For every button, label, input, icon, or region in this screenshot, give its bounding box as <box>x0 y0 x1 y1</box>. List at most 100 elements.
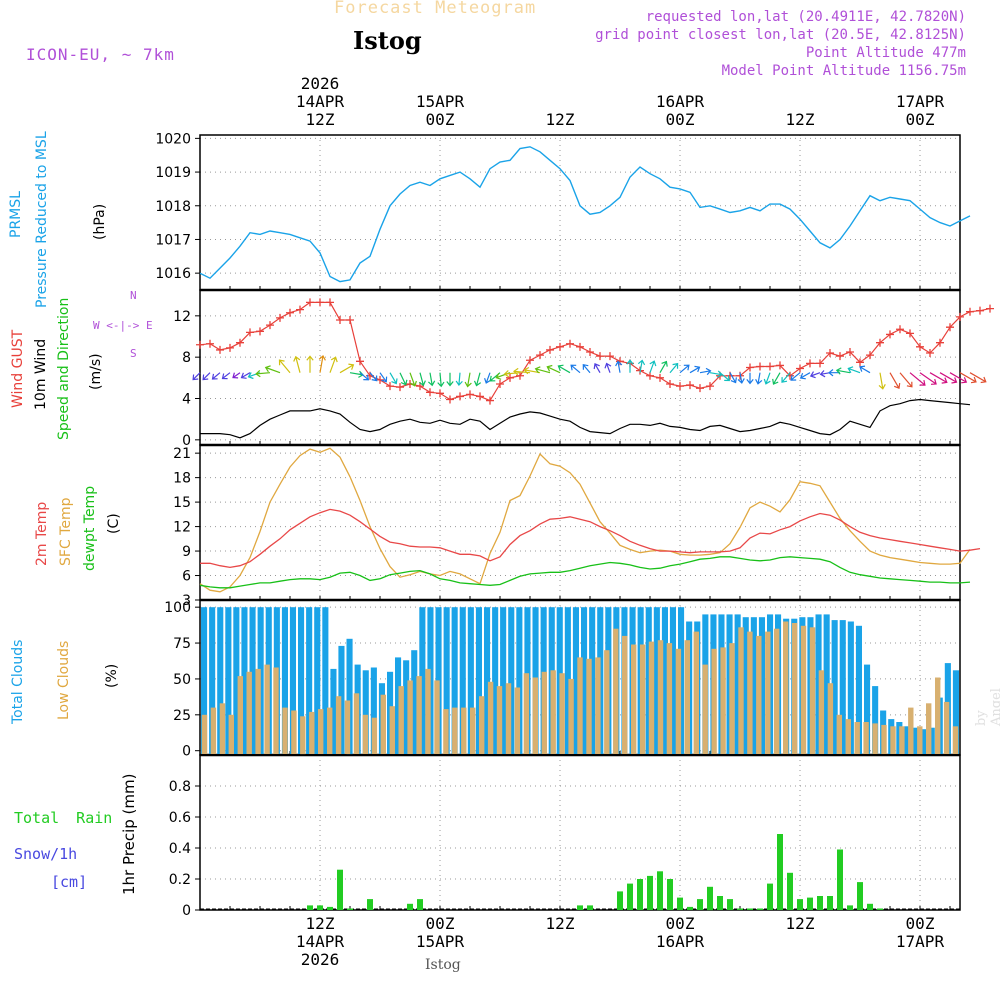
snow-units: [cm] <box>51 873 88 891</box>
wind-direction-arrow <box>534 366 551 374</box>
gust-marker <box>246 328 254 337</box>
wind-direction-arrow <box>835 367 851 375</box>
total-cloud-bar <box>572 607 579 754</box>
wind-direction-arrow <box>790 372 801 381</box>
gust-marker <box>746 363 754 372</box>
gust-marker <box>506 373 514 382</box>
rain-bar <box>727 899 733 910</box>
gust-marker <box>286 308 294 317</box>
wind-direction-arrow <box>919 372 937 385</box>
low-cloud-bar <box>255 668 261 754</box>
low-cloud-bar <box>380 694 386 754</box>
low-cloud-bar <box>425 668 431 754</box>
gust-marker <box>376 375 384 384</box>
gust-marker <box>826 349 834 358</box>
low-cloud-bar <box>434 680 440 754</box>
gust-marker <box>906 329 914 338</box>
y-tick-label: 1019 <box>155 165 191 181</box>
rain-legend: Total Rain <box>14 809 113 827</box>
rain-bar <box>307 905 313 910</box>
dewpt-line <box>199 556 971 589</box>
rain-bar <box>767 883 773 910</box>
wind-direction-arrow <box>232 372 241 379</box>
wind-direction-arrow <box>306 355 314 373</box>
wind-direction-arrow <box>763 372 771 385</box>
total-cloud-bar <box>823 614 830 754</box>
low-cloud-bar <box>389 706 395 754</box>
low-cloud-bar <box>693 631 699 754</box>
low-cloud-bar <box>684 640 690 754</box>
low-cloud-bar <box>568 678 574 754</box>
gust-marker <box>926 349 934 358</box>
wind-direction-arrow <box>889 372 901 390</box>
gust-marker <box>356 357 364 366</box>
wind-direction-arrow <box>859 365 871 374</box>
total-cloud-bar <box>581 607 588 754</box>
gust-marker <box>526 356 534 365</box>
bottom-axis-label: 12Z <box>786 914 815 933</box>
top-axis-label: 2026 <box>301 74 340 93</box>
low-cloud-bar <box>228 714 234 754</box>
snow-legend: Snow/1h <box>14 845 78 863</box>
gust-marker <box>296 305 304 314</box>
low-cloud-bar <box>881 724 887 754</box>
low-cloud-bar <box>282 707 288 754</box>
wind-direction-arrow <box>570 364 581 374</box>
panel-frame-wind <box>199 289 961 446</box>
bottom-axis-label: 14APR <box>296 932 345 951</box>
rain-bar <box>577 905 583 910</box>
model-altitude: Model Point Altitude 1156.75m <box>721 63 966 79</box>
wind-direction-arrow <box>329 356 338 373</box>
gust-marker <box>896 325 904 334</box>
gust-marker <box>646 371 654 380</box>
wind-direction-arrow <box>669 362 679 374</box>
total-cloud-bar <box>306 607 313 754</box>
low-cloud-bar <box>344 700 351 754</box>
total-cloud-bar <box>451 607 458 754</box>
low-cloud-bar <box>505 683 512 754</box>
rain-bar <box>617 891 623 910</box>
gust-marker <box>846 348 854 356</box>
low-cloud-bar <box>890 726 896 754</box>
gust-marker <box>436 389 444 398</box>
gust-marker <box>556 342 564 351</box>
low-cloud-bar <box>899 726 905 754</box>
wind-direction-arrow <box>379 372 388 383</box>
rain-bar <box>747 908 753 910</box>
compass-we: W <-|-> E <box>93 319 153 332</box>
panel-frame-pressure <box>199 134 961 291</box>
total-cloud-bar <box>249 607 256 754</box>
wind-direction-arrow <box>615 360 623 373</box>
wind-direction-arrow <box>604 362 612 373</box>
wind-direction-arrow <box>503 370 521 378</box>
wind-direction-arrow <box>929 372 948 384</box>
gust-marker <box>336 315 344 324</box>
gust-marker <box>266 321 274 330</box>
gust-marker <box>586 348 594 356</box>
total-cloud-bar <box>467 607 474 754</box>
wind-direction-arrow <box>593 363 601 373</box>
rain-bar <box>837 849 843 910</box>
low-cloud-bar <box>452 707 458 754</box>
low-cloud-bar <box>514 687 521 754</box>
wind-direction-arrow <box>446 372 454 387</box>
low-cloud-bar <box>872 723 878 754</box>
low-cloud-bar <box>774 628 780 754</box>
low-cloud-bar <box>783 621 789 754</box>
gust-marker <box>986 304 994 313</box>
total-cloud-bar <box>500 607 507 754</box>
total-cloud-bar <box>492 607 499 754</box>
total-cloud-bar <box>411 650 418 754</box>
low-cloud-bar <box>461 707 467 754</box>
gust-marker <box>666 380 674 389</box>
y-tick-label: 0.8 <box>169 779 191 795</box>
rain-bar <box>327 906 333 910</box>
top-axis-label: 14APR <box>296 92 345 111</box>
wind-direction-arrow <box>709 370 723 378</box>
total-cloud-bar <box>653 607 660 754</box>
gust-marker <box>816 359 824 368</box>
model-label: ICON-EU, ~ 7km <box>26 45 175 64</box>
low-cloud-bar <box>237 676 243 754</box>
wind-direction-arrow <box>699 367 712 376</box>
